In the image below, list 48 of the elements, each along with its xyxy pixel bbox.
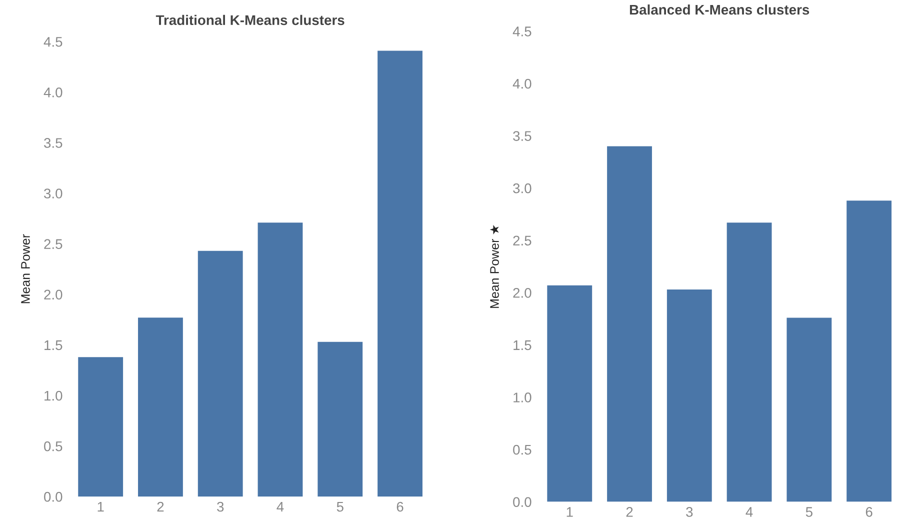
y-tick-label: 0.0 [44,492,62,502]
chart-title: Traditional K-Means clusters [156,14,344,26]
x-tick-label: 1 [98,502,104,512]
y-tick-label: 3.0 [513,183,532,194]
y-tick-label: 1.5 [44,340,62,350]
y-tick-label: 4.0 [44,87,62,98]
x-tick-label: 3 [686,507,693,517]
y-tick-label: 0.5 [44,441,62,452]
y-tick-label: 4.0 [512,78,532,89]
y-tick-label: 4.5 [512,26,532,36]
y-tick-label: 1.0 [44,390,62,401]
bar [726,222,772,502]
bar [78,357,124,497]
y-tick-label: 1.5 [514,340,532,350]
bar [138,318,183,497]
x-tick-label: 4 [746,507,753,517]
y-tick-label: 0.5 [513,444,532,455]
bar [786,318,832,502]
y-tick-label: 1.0 [514,392,532,402]
y-tick-label: 2.0 [44,290,62,300]
y-tick-label: 2.5 [44,239,62,249]
y-tick-label: 3.5 [44,138,62,148]
x-tick-label: 6 [396,502,404,512]
y-tick-label: 2.0 [513,288,532,298]
bar [318,342,363,497]
y-axis-title: Mean Power [21,234,30,304]
y-tick-label: 2.5 [513,236,532,246]
x-tick-label: 1 [566,507,573,517]
bar [378,50,422,497]
chart-title: Balanced K-Means clusters [630,4,810,15]
x-tick-label: 6 [866,507,872,517]
bar [666,290,712,502]
bar [258,222,303,497]
y-tick-label: 3.0 [44,188,62,198]
x-tick-label: 5 [806,507,812,517]
bar [547,285,592,502]
y-axis-title: Mean Power ★ [490,224,499,308]
x-tick-label: 3 [217,502,224,512]
bar [198,250,243,497]
x-tick-label: 2 [157,502,164,512]
x-tick-label: 2 [626,507,633,517]
bar [607,146,652,502]
y-tick-label: 4.5 [44,37,62,47]
y-tick-label: 0.0 [513,497,532,507]
y-tick-label: 3.5 [513,131,532,141]
x-tick-label: 4 [276,502,284,512]
x-tick-label: 5 [336,502,344,512]
bar [846,200,892,502]
